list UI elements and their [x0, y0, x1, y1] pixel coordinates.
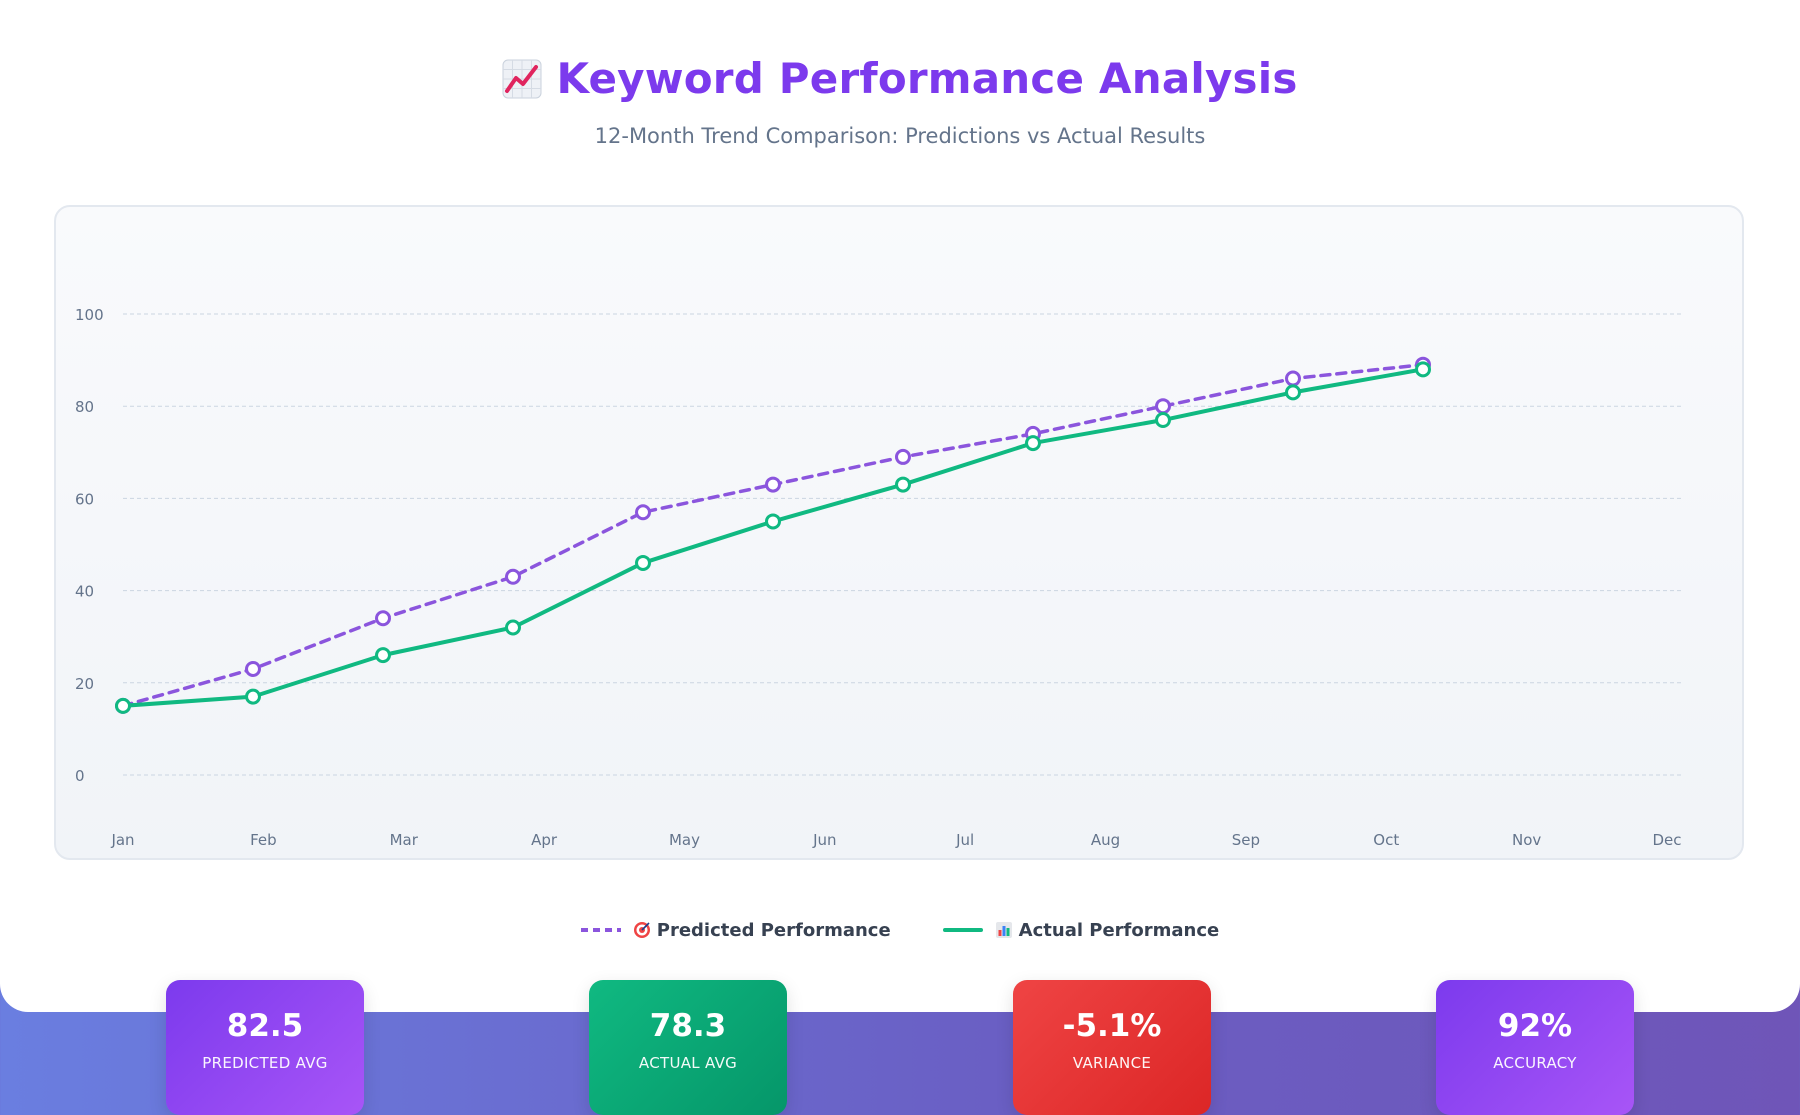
- data-point-predicted: [895, 448, 911, 465]
- x-tick-label: Feb: [250, 831, 277, 849]
- y-tick-label: 60: [75, 490, 94, 508]
- x-tick-label: Jan: [110, 831, 134, 849]
- x-tick-label: Apr: [531, 831, 558, 849]
- legend-swatch-actual: [942, 928, 983, 932]
- data-point-actual: [115, 697, 131, 714]
- x-tick-label: Mar: [390, 831, 419, 849]
- stat-card-accuracy: 92% ACCURACY: [1436, 980, 1634, 1115]
- data-point-actual: [245, 688, 261, 705]
- report-card: Keyword Performance Analysis 12-Month Tr…: [0, 54, 1800, 945]
- x-tick-label: Oct: [1373, 831, 1399, 849]
- stat-card-variance: -5.1% VARIANCE: [1013, 980, 1211, 1115]
- data-point-predicted: [635, 504, 651, 521]
- data-point-actual: [1155, 412, 1171, 429]
- series-line-actual: [121, 367, 1425, 708]
- y-tick-label: 100: [75, 306, 104, 324]
- x-tick-label: Nov: [1512, 831, 1541, 849]
- stat-value: -5.1%: [1062, 1008, 1162, 1044]
- data-point-actual: [895, 476, 911, 493]
- line-chart: 0 20 40 60 80 100 Jan Feb Mar Apr May Jun Jul Aug Sep O…: [75, 306, 1682, 849]
- page-title: Keyword Performance Analysis: [0, 54, 1800, 109]
- data-point-actual: [375, 647, 391, 664]
- data-point-actual: [505, 619, 521, 636]
- stat-label: PREDICTED AVG: [202, 1054, 328, 1072]
- stat-card-predicted-avg: 82.5 PREDICTED AVG: [166, 980, 364, 1115]
- stat-value: 78.3: [649, 1008, 727, 1044]
- data-point-actual: [765, 513, 781, 530]
- legend-item-predicted[interactable]: Predicted Performance: [580, 919, 891, 941]
- y-tick-label: 0: [75, 767, 85, 785]
- data-point-predicted: [1155, 398, 1171, 415]
- x-tick-label: Dec: [1652, 831, 1681, 849]
- data-point-actual: [1415, 361, 1431, 378]
- y-tick-label: 80: [75, 398, 94, 416]
- x-tick-label: Jun: [812, 831, 836, 849]
- x-tick-label: Sep: [1232, 831, 1260, 849]
- legend-item-actual[interactable]: Actual Performance: [942, 919, 1220, 941]
- stat-label: ACCURACY: [1493, 1054, 1577, 1072]
- stat-label: VARIANCE: [1072, 1054, 1152, 1072]
- x-tick-label: May: [669, 831, 700, 849]
- title-text: Keyword Performance Analysis: [556, 54, 1298, 103]
- legend-label-predicted: Predicted Performance: [656, 919, 891, 941]
- data-point-predicted: [505, 568, 521, 585]
- x-tick-label: Aug: [1091, 831, 1120, 849]
- y-tick-label: 40: [75, 583, 94, 601]
- stat-label: ACTUAL AVG: [638, 1054, 738, 1072]
- data-point-predicted: [245, 660, 261, 677]
- stat-value: 82.5: [226, 1008, 304, 1044]
- data-point-actual: [1025, 435, 1041, 452]
- chart-legend: Predicted Performance Actual Performance: [0, 915, 1800, 945]
- chart-increasing-icon: [502, 59, 542, 109]
- y-tick-label: 20: [75, 675, 94, 693]
- data-point-actual: [1285, 384, 1301, 401]
- legend-swatch-predicted: [580, 928, 621, 932]
- data-point-predicted: [1285, 370, 1301, 387]
- data-point-actual: [635, 554, 651, 571]
- target-icon: [633, 921, 651, 939]
- chart-panel: 0 20 40 60 80 100 Jan Feb Mar Apr May Jun Jul Aug Sep O…: [54, 205, 1744, 860]
- page-subtitle: 12-Month Trend Comparison: Predictions v…: [594, 124, 1206, 148]
- stat-value: 92%: [1497, 1008, 1573, 1044]
- stat-card-actual-avg: 78.3 ACTUAL AVG: [589, 980, 787, 1115]
- bar-chart-icon: [995, 921, 1013, 939]
- legend-label-actual: Actual Performance: [1018, 919, 1220, 941]
- data-point-predicted: [375, 610, 391, 627]
- data-point-predicted: [765, 476, 781, 493]
- series-line-predicted: [121, 362, 1425, 708]
- x-tick-label: Jul: [955, 831, 974, 849]
